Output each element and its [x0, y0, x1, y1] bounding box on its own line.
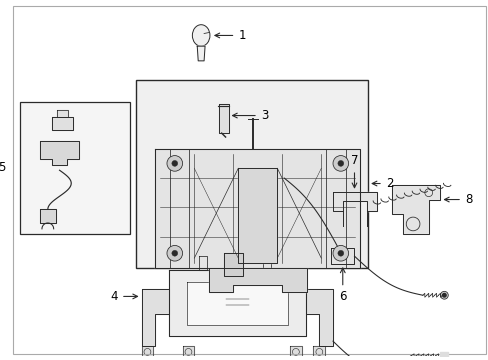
Text: 3: 3: [232, 109, 267, 122]
Circle shape: [332, 156, 348, 171]
Bar: [20, 102, 130, 234]
Polygon shape: [233, 256, 241, 270]
Text: 5: 5: [0, 161, 6, 174]
Polygon shape: [305, 289, 332, 346]
Polygon shape: [332, 192, 376, 211]
Polygon shape: [391, 185, 440, 234]
Circle shape: [441, 354, 446, 358]
Polygon shape: [208, 268, 306, 292]
Polygon shape: [199, 256, 206, 270]
Circle shape: [171, 250, 177, 256]
Circle shape: [440, 291, 447, 299]
Circle shape: [332, 246, 348, 261]
Polygon shape: [52, 117, 73, 130]
Polygon shape: [223, 253, 243, 276]
Polygon shape: [40, 141, 79, 165]
Polygon shape: [142, 289, 168, 346]
Polygon shape: [238, 168, 277, 263]
Polygon shape: [182, 346, 194, 358]
Polygon shape: [218, 104, 228, 133]
Circle shape: [166, 246, 182, 261]
Polygon shape: [57, 110, 68, 117]
Circle shape: [442, 293, 445, 297]
Polygon shape: [40, 209, 56, 223]
Text: 6: 6: [338, 268, 346, 303]
Circle shape: [337, 250, 343, 256]
Circle shape: [171, 161, 177, 166]
Text: 4: 4: [110, 290, 137, 303]
Text: 1: 1: [215, 29, 245, 42]
Polygon shape: [186, 282, 287, 325]
Polygon shape: [142, 346, 153, 358]
Polygon shape: [289, 346, 301, 358]
Polygon shape: [197, 46, 204, 61]
Circle shape: [337, 161, 343, 166]
Polygon shape: [262, 256, 270, 270]
Ellipse shape: [192, 25, 209, 46]
Polygon shape: [155, 149, 360, 268]
Polygon shape: [330, 248, 354, 264]
Circle shape: [166, 156, 182, 171]
Polygon shape: [313, 346, 325, 358]
Text: 8: 8: [444, 193, 471, 206]
Text: 7: 7: [350, 154, 358, 188]
Bar: [136, 80, 367, 268]
Text: 2: 2: [371, 177, 392, 190]
Polygon shape: [168, 270, 305, 336]
